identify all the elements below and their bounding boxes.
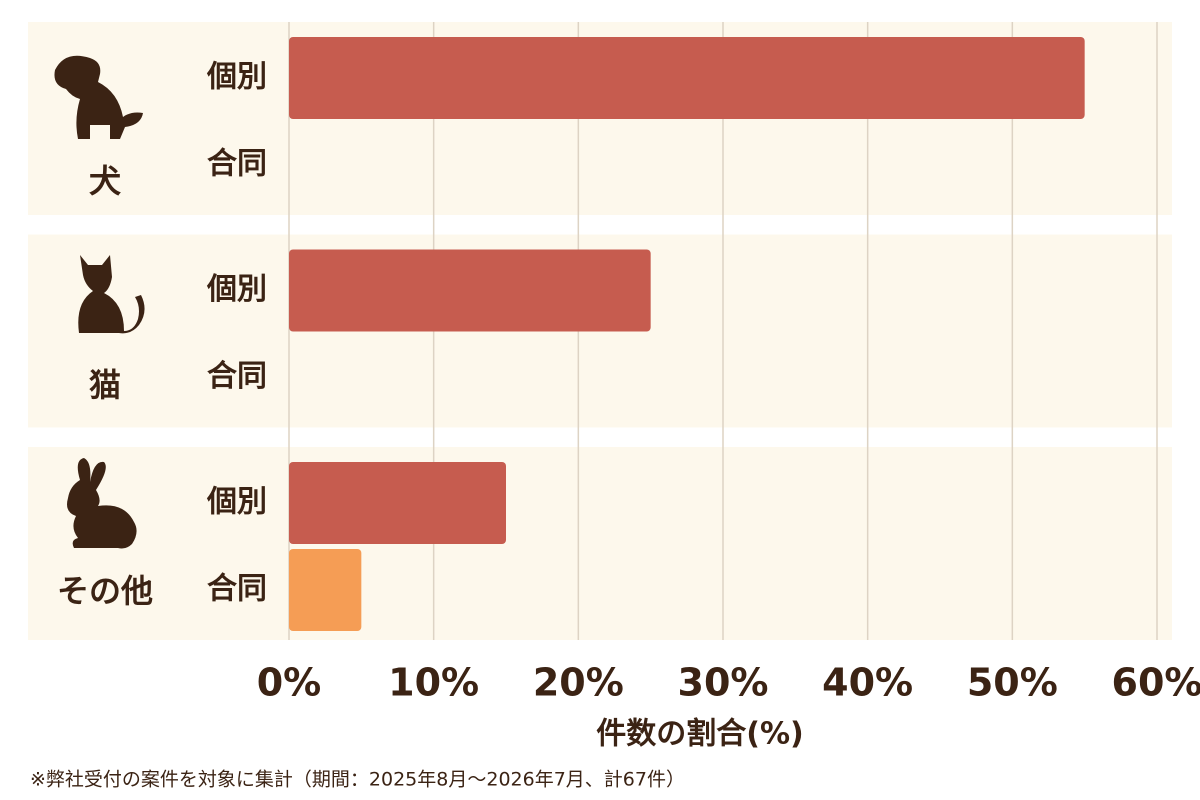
footnote: ※弊社受付の案件を対象に集計（期間：2025年8月～2026年7月、計67件） [30, 769, 685, 791]
icons [54, 55, 145, 549]
row-label: 合同 [207, 147, 267, 182]
bar [289, 249, 651, 332]
row-label: 合同 [207, 572, 267, 607]
x-tick-label: 0% [257, 661, 322, 705]
bar [289, 462, 506, 544]
rabbit-icon [67, 458, 137, 549]
group-label: 猫 [89, 366, 121, 404]
group-label: 犬 [89, 162, 121, 200]
group-label: その他 [57, 572, 153, 610]
row-label: 個別 [206, 272, 267, 307]
bar [289, 37, 1085, 119]
x-axis-title: 件数の割合(%) [596, 717, 803, 752]
x-tick-label: 50% [967, 661, 1058, 705]
row-label: 合同 [207, 359, 267, 394]
x-tick-label: 60% [1112, 661, 1200, 705]
cat-icon [78, 255, 145, 334]
dog-icon [54, 55, 143, 139]
bar [289, 549, 362, 631]
row-label: 個別 [206, 485, 267, 520]
x-tick-label: 20% [533, 661, 624, 705]
x-tick-label: 40% [822, 661, 913, 705]
x-tick-label: 30% [678, 661, 769, 705]
group-panel [28, 447, 1172, 640]
x-tick-label: 10% [388, 661, 479, 705]
row-label: 個別 [206, 60, 267, 95]
